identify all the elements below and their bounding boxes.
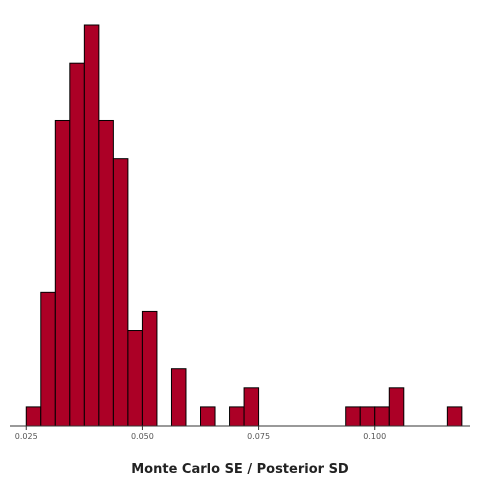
x-tick-label: 0.050 xyxy=(131,432,154,441)
histogram-bar xyxy=(229,406,245,427)
histogram-bar xyxy=(388,387,405,427)
histogram-bar xyxy=(359,406,376,427)
x-tick-label: 0.075 xyxy=(247,432,270,441)
histogram-bar xyxy=(69,62,85,427)
histogram-bar xyxy=(141,310,158,427)
histogram-bar xyxy=(40,291,56,427)
histogram-bar xyxy=(170,368,187,427)
histogram-bar xyxy=(127,330,143,427)
histogram-bar xyxy=(83,24,100,427)
x-tick-label: 0.100 xyxy=(363,432,386,441)
histogram-bar xyxy=(54,119,71,427)
x-axis-title: Monte Carlo SE / Posterior SD xyxy=(131,462,349,477)
x-tick-label: 0.025 xyxy=(15,432,38,441)
histogram-bar xyxy=(25,406,42,427)
histogram-bar xyxy=(446,406,463,427)
histogram-bar xyxy=(112,158,129,427)
histogram-bar xyxy=(98,119,114,427)
histogram-bar xyxy=(243,387,260,427)
histogram-bars xyxy=(25,24,463,427)
histogram-bar xyxy=(374,406,390,427)
x-axis-ticks: 0.025 0.050 0.075 0.100 xyxy=(15,426,386,441)
histogram-bar xyxy=(200,406,216,427)
histogram-bar xyxy=(345,406,361,427)
